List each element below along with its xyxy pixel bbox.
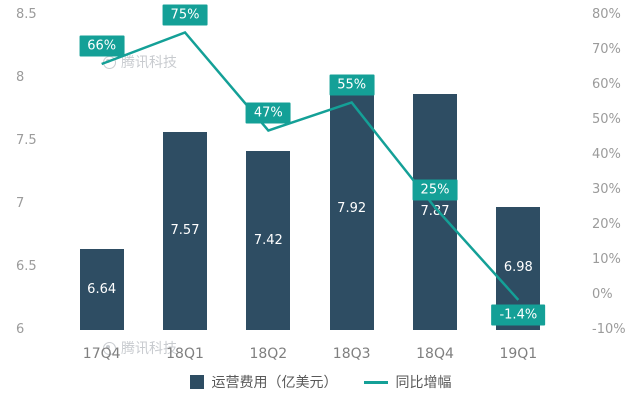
line-point-label: 47% [245, 102, 291, 123]
y-axis-tick-right: 30% [592, 182, 621, 197]
x-axis-label-18Q3: 18Q3 [332, 346, 371, 362]
y-axis-tick-right: 70% [592, 42, 621, 57]
bar-value-label: 7.57 [170, 223, 200, 239]
bar-value-label: 7.42 [253, 232, 283, 248]
bar-value-label: 6.64 [87, 281, 117, 297]
bar-value-label: 7.87 [420, 204, 450, 220]
line-legend-swatch [363, 380, 388, 384]
x-axis-label-17Q4: 17Q4 [82, 346, 121, 362]
tencent-logo-icon [103, 55, 116, 69]
y-axis-tick-left: 6.5 [16, 259, 37, 274]
line-point-label: 75% [162, 4, 208, 25]
x-axis-label-19Q1: 19Q1 [499, 346, 538, 362]
line-point-label: -1.4% [491, 304, 546, 326]
y-axis-tick-right: -10% [592, 322, 626, 337]
y-axis-tick-right: 50% [592, 112, 621, 127]
line-legend-label: 同比增幅 [395, 375, 452, 391]
y-axis-tick-left: 7 [16, 196, 25, 211]
legend-item-bar: 运营费用（亿美元） [189, 372, 338, 392]
x-axis-label-18Q4: 18Q4 [416, 346, 454, 362]
y-axis-tick-right: 40% [592, 147, 621, 162]
line-point-label: 25% [412, 179, 458, 200]
bar-legend-swatch [189, 375, 204, 389]
bar-value-label: 6.98 [503, 260, 533, 276]
x-axis-label-18Q2: 18Q2 [249, 346, 288, 362]
bar-value-label: 7.92 [337, 201, 367, 217]
bar-legend-label: 运营费用（亿美元） [211, 375, 338, 391]
y-axis-tick-left: 6 [16, 322, 25, 337]
y-axis-tick-left: 8.5 [16, 7, 37, 22]
line-point-label: 55% [329, 74, 375, 95]
y-axis-tick-right: 0% [592, 287, 613, 302]
legend-item-line: 同比增幅 [363, 372, 452, 392]
watermark-text: 腾讯科技 [121, 55, 177, 71]
y-axis-tick-left: 7.5 [16, 133, 37, 148]
x-axis-label-18Q1: 18Q1 [166, 346, 204, 362]
y-axis-tick-left: 8 [16, 70, 25, 85]
line-point-label: 66% [79, 35, 125, 57]
y-axis-tick-right: 10% [592, 252, 621, 267]
legend: 运营费用（亿美元） 同比增幅 [0, 372, 641, 392]
y-axis-tick-right: 80% [592, 7, 621, 22]
y-axis-tick-right: 20% [592, 217, 621, 232]
y-axis-tick-right: 60% [592, 77, 621, 92]
